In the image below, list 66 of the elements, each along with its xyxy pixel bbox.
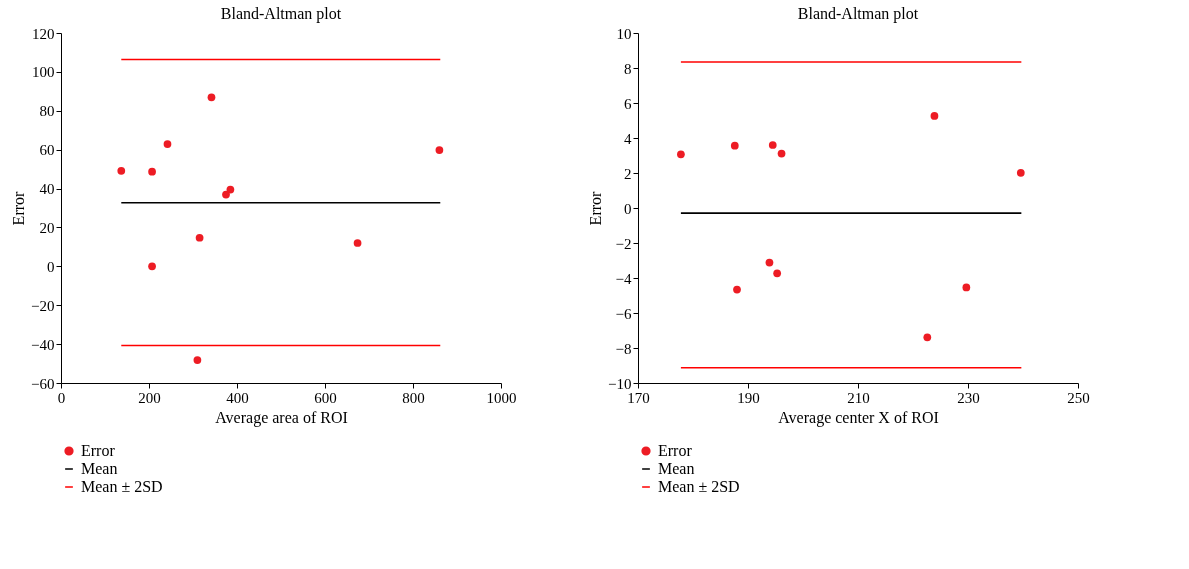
y-tick-label: −8 — [615, 340, 632, 357]
x-tick-label: 170 — [627, 389, 650, 406]
x-tick-label: 1000 — [486, 389, 517, 406]
y-tick-label: −4 — [615, 270, 632, 287]
x-tick-label: 230 — [957, 389, 980, 406]
point — [962, 283, 971, 292]
legend-label: Mean — [658, 460, 695, 477]
y-tick-label: −2 — [615, 235, 632, 252]
x-axis-title: Average area of ROI — [215, 408, 348, 427]
legend-label: Error — [658, 442, 693, 459]
legend-label: Mean — [81, 460, 118, 477]
point — [765, 258, 774, 267]
point — [435, 146, 444, 154]
y-tick-label: 0 — [47, 258, 55, 275]
legend-label: Error — [81, 442, 116, 459]
x-tick-label: 600 — [314, 389, 337, 406]
y-tick-label: 60 — [39, 142, 55, 159]
point — [930, 112, 939, 120]
point — [226, 185, 235, 194]
point — [163, 140, 172, 148]
y-tick-label: 120 — [32, 25, 55, 42]
x-axis-title: Average center X of ROI — [778, 408, 939, 427]
y-tick-label: 4 — [624, 130, 632, 147]
y-tick-label: −20 — [31, 297, 55, 314]
point — [193, 356, 202, 364]
point — [773, 269, 782, 278]
legend-label: Mean ± 2SD — [81, 478, 163, 495]
y-tick-label: 8 — [624, 60, 632, 77]
x-tick-label: 400 — [226, 389, 249, 406]
x-tick-label: 200 — [138, 389, 161, 406]
point — [730, 141, 739, 150]
x-tick-label: 800 — [402, 389, 425, 406]
point — [677, 150, 685, 159]
y-tick-label: −6 — [615, 305, 632, 322]
y-tick-label: 20 — [39, 219, 55, 236]
y-tick-label: −10 — [608, 375, 632, 392]
point — [117, 167, 126, 175]
point — [768, 141, 777, 149]
point — [195, 233, 204, 242]
chart-title: Bland-Altman plot — [797, 5, 919, 23]
point — [148, 167, 156, 176]
point — [353, 239, 362, 247]
y-tick-label: −60 — [31, 375, 55, 392]
y-tick-label: 100 — [32, 64, 55, 81]
x-tick-label: 250 — [1067, 389, 1090, 406]
y-tick-label: 10 — [616, 25, 632, 42]
y-tick-label: −40 — [31, 336, 55, 353]
chart-title: Bland-Altman plot — [220, 5, 342, 23]
point — [148, 262, 156, 271]
point — [923, 333, 932, 342]
x-tick-label: 0 — [57, 389, 66, 406]
y-tick-label: 2 — [624, 165, 632, 182]
y-tick-label: 40 — [39, 181, 55, 198]
y-axis-title: Error — [587, 190, 605, 226]
point — [733, 285, 741, 294]
point — [222, 190, 230, 199]
y-tick-label: 80 — [39, 103, 55, 120]
y-axis-title: Error — [10, 190, 28, 226]
y-tick-label: 6 — [624, 95, 632, 112]
x-tick-label: 190 — [737, 389, 760, 406]
point — [1016, 168, 1025, 177]
point — [777, 149, 786, 158]
point — [207, 93, 216, 102]
x-tick-label: 210 — [847, 389, 870, 406]
y-tick-label: 0 — [624, 200, 632, 217]
legend-label: Mean ± 2SD — [658, 478, 740, 495]
